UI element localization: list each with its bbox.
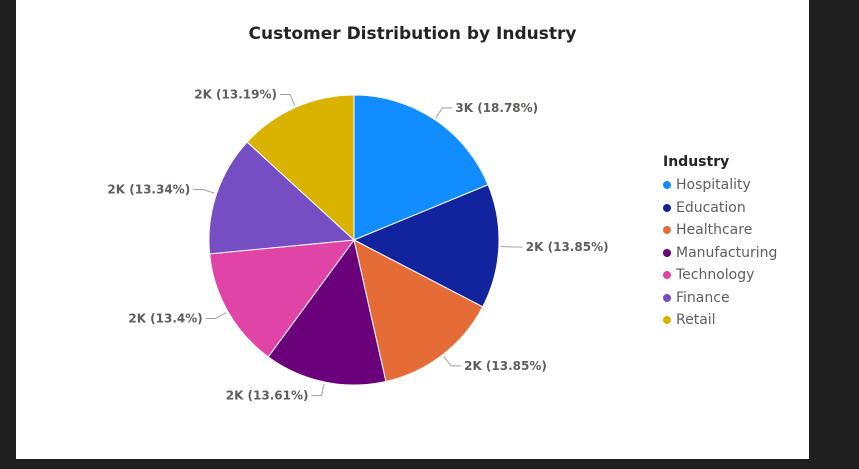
leader-line-manufacturing	[311, 383, 325, 397]
data-label-technology: 2K (13.4%)	[128, 312, 202, 326]
leader-line-healthcare	[443, 356, 462, 367]
pie-slice-technology[interactable]	[209, 239, 356, 358]
legend-item-finance[interactable]: Finance	[663, 287, 777, 310]
data-label-retail: 2K (13.19%)	[194, 88, 277, 102]
legend-item-technology[interactable]: Technology	[663, 264, 777, 287]
pie-slice-healthcare[interactable]	[353, 239, 484, 383]
data-label-education: 2K (13.85%)	[526, 240, 609, 254]
leader-line-finance	[193, 189, 215, 194]
legend-title: Industry	[663, 154, 730, 170]
legend-item-manufacturing[interactable]: Manufacturing	[663, 242, 777, 265]
legend-item-education[interactable]: Education	[663, 197, 777, 220]
data-label-finance: 2K (13.34%)	[107, 183, 190, 197]
legend-dot-icon	[663, 248, 671, 257]
pie-slice-hospitality[interactable]	[353, 94, 489, 241]
leader-line-hospitality	[435, 107, 453, 119]
legend-label: Hospitality	[676, 177, 751, 194]
legend-label: Technology	[676, 267, 755, 284]
legend-label: Finance	[676, 289, 730, 306]
legend-dot-icon	[663, 316, 671, 325]
legend-dot-icon	[663, 181, 671, 190]
leader-line-retail	[280, 94, 296, 106]
pie-slice-retail[interactable]	[246, 94, 355, 242]
legend-label: Retail	[676, 312, 716, 329]
data-label-healthcare: 2K (13.85%)	[464, 359, 547, 373]
leader-line-education	[500, 246, 523, 248]
chart-title: Customer Distribution by Industry	[248, 24, 577, 44]
pie-slice-manufacturing[interactable]	[267, 238, 387, 386]
legend-item-healthcare[interactable]: Healthcare	[663, 219, 777, 242]
legend-item-hospitality[interactable]: Hospitality	[663, 174, 777, 197]
legend-dot-icon	[663, 293, 671, 302]
legend-dot-icon	[663, 203, 671, 212]
data-label-manufacturing: 2K (13.61%)	[226, 389, 309, 403]
leader-line-technology	[205, 312, 227, 319]
legend-label: Education	[676, 199, 746, 216]
legend-item-retail[interactable]: Retail	[663, 309, 777, 332]
legend: Industry Hospitality Education Healthcare M…	[663, 154, 777, 332]
legend-dot-icon	[663, 226, 671, 235]
legend-dot-icon	[663, 271, 671, 280]
data-label-hospitality: 3K (18.78%)	[455, 101, 538, 115]
legend-label: Manufacturing	[676, 244, 778, 261]
legend-items: Hospitality Education Healthcare Manufactur…	[663, 174, 777, 332]
chart-card: Customer Distribution by Industry 3K (18…	[16, 0, 809, 459]
pie-slice-education[interactable]	[352, 184, 500, 308]
pie-slice-finance[interactable]	[208, 141, 356, 255]
legend-label: Healthcare	[676, 222, 753, 239]
pie-chart: 3K (18.78%) 2K (13.85%) 2K (13.85%) 2K (13.…	[107, 88, 609, 403]
